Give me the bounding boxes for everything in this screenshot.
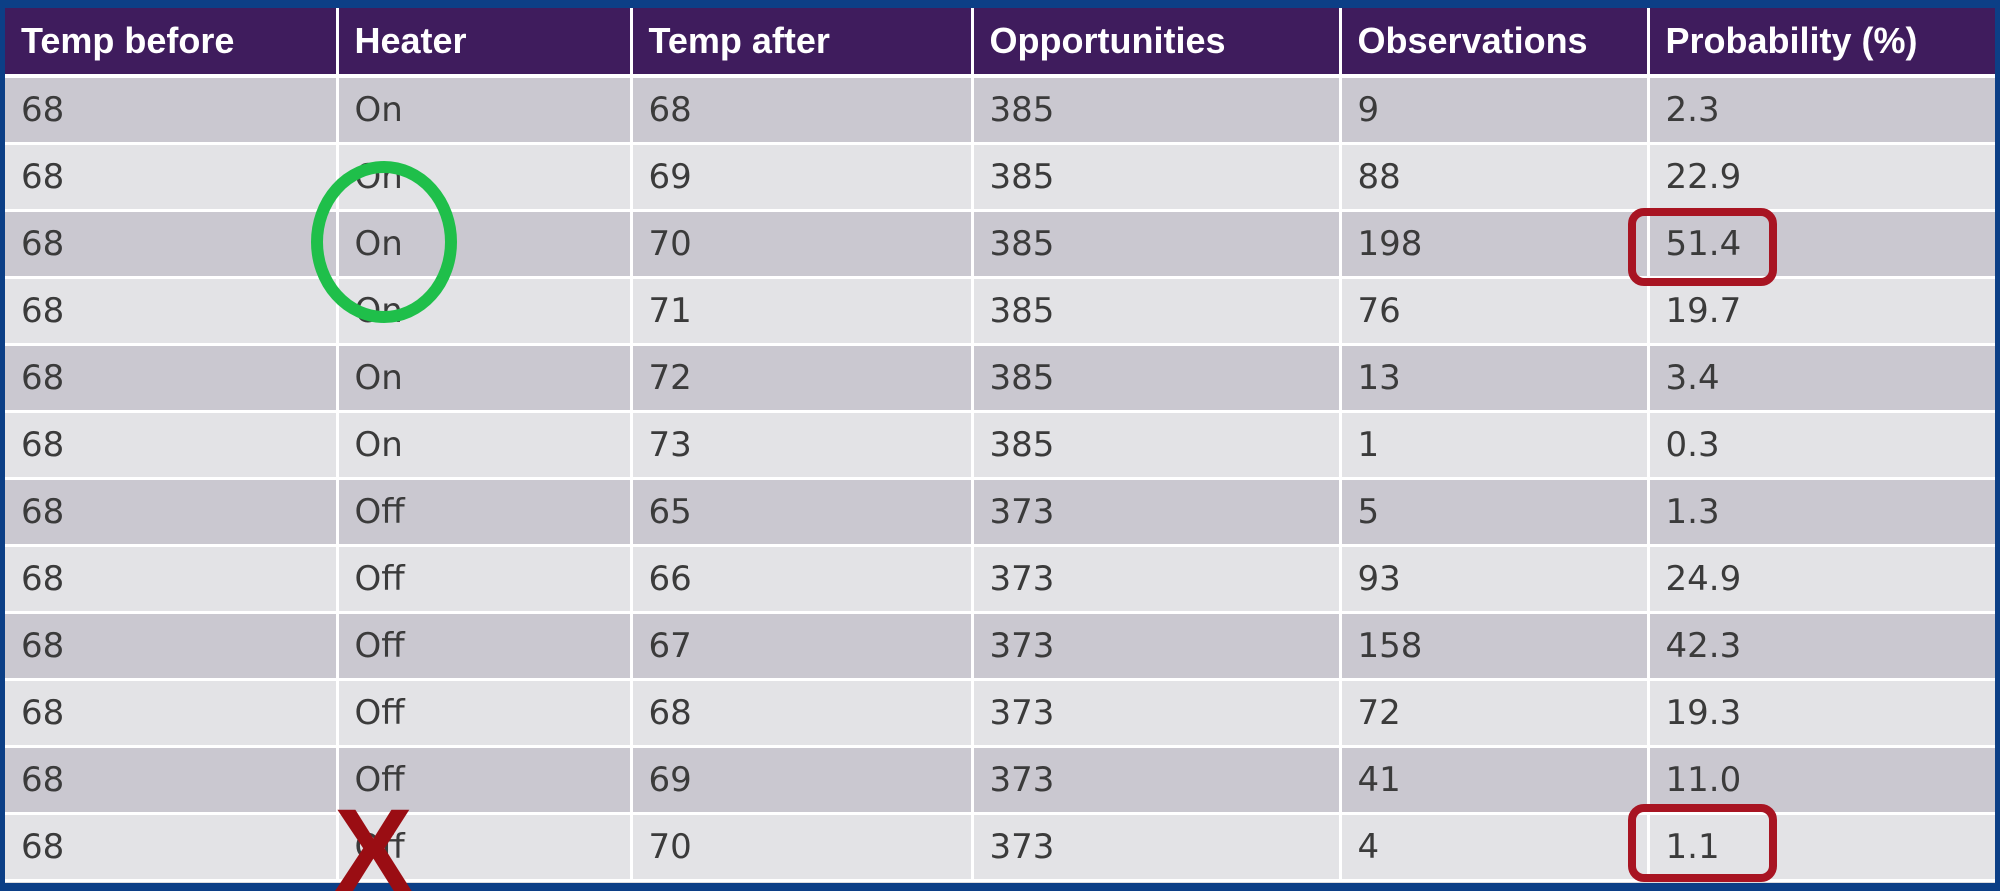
cell-probability: 24.9 (1648, 545, 1995, 614)
table-row: 68 Off 70 373 4 1.1 (5, 813, 1995, 882)
table-row: 68 On 72 385 13 3.4 (5, 344, 1995, 413)
cell-probability: 19.7 (1648, 277, 1995, 346)
cell-opportunities: 385 (972, 143, 1342, 212)
cell-probability: 3.4 (1648, 344, 1995, 413)
cell-observations: 158 (1340, 612, 1650, 681)
table-row: 68 On 70 385 198 51.4 (5, 210, 1995, 279)
cell-observations: 9 (1340, 76, 1650, 145)
cell-temp-after: 65 (631, 478, 974, 547)
cell-opportunities: 385 (972, 277, 1342, 346)
cell-observations: 41 (1340, 746, 1650, 815)
cell-heater: Off (337, 545, 633, 614)
cell-observations: 93 (1340, 545, 1650, 614)
cell-heater: On (337, 210, 633, 279)
header-probability: Probability (%) (1648, 8, 1995, 78)
cell-temp-before: 68 (5, 143, 339, 212)
cell-heater: Off (337, 746, 633, 815)
cell-probability: 51.4 (1648, 210, 1995, 279)
cell-observations: 5 (1340, 478, 1650, 547)
cell-probability: 2.3 (1648, 76, 1995, 145)
table-row: 68 Off 65 373 5 1.3 (5, 478, 1995, 547)
table-row: 68 Off 66 373 93 24.9 (5, 545, 1995, 614)
cell-opportunities: 373 (972, 679, 1342, 748)
cell-heater: On (337, 411, 633, 480)
cell-temp-after: 67 (631, 612, 974, 681)
cell-opportunities: 373 (972, 478, 1342, 547)
table-row: 68 On 69 385 88 22.9 (5, 143, 1995, 212)
cell-probability: 19.3 (1648, 679, 1995, 748)
cell-probability: 1.3 (1648, 478, 1995, 547)
cell-heater: Off (337, 478, 633, 547)
cell-opportunities: 373 (972, 746, 1342, 815)
cell-opportunities: 385 (972, 210, 1342, 279)
cell-temp-after: 72 (631, 344, 974, 413)
cell-opportunities: 385 (972, 344, 1342, 413)
cell-heater: On (337, 76, 633, 145)
cell-heater: Off (337, 679, 633, 748)
cell-observations: 72 (1340, 679, 1650, 748)
cell-opportunities: 385 (972, 76, 1342, 145)
cell-opportunities: 373 (972, 612, 1342, 681)
cell-temp-after: 69 (631, 746, 974, 815)
cell-probability: 0.3 (1648, 411, 1995, 480)
cell-observations: 88 (1340, 143, 1650, 212)
header-observations: Observations (1340, 8, 1650, 78)
cell-heater: Off (337, 813, 633, 882)
cell-temp-after: 66 (631, 545, 974, 614)
cell-temp-before: 68 (5, 746, 339, 815)
table-frame: Temp before Heater Temp after Opportunit… (5, 8, 1995, 883)
table-row: 68 On 71 385 76 19.7 (5, 277, 1995, 346)
cell-heater: On (337, 344, 633, 413)
cell-probability: 42.3 (1648, 612, 1995, 681)
cell-observations: 13 (1340, 344, 1650, 413)
cell-observations: 76 (1340, 277, 1650, 346)
cell-heater: On (337, 277, 633, 346)
cell-opportunities: 385 (972, 411, 1342, 480)
cell-opportunities: 373 (972, 813, 1342, 882)
cell-temp-after: 68 (631, 76, 974, 145)
header-temp-before: Temp before (5, 8, 339, 78)
table-row: 68 Off 69 373 41 11.0 (5, 746, 1995, 815)
table-header-row: Temp before Heater Temp after Opportunit… (5, 8, 1995, 78)
header-opportunities: Opportunities (972, 8, 1342, 78)
cell-probability: 22.9 (1648, 143, 1995, 212)
cell-heater: On (337, 143, 633, 212)
cell-observations: 4 (1340, 813, 1650, 882)
cell-temp-before: 68 (5, 545, 339, 614)
cell-temp-before: 68 (5, 76, 339, 145)
cell-probability: 11.0 (1648, 746, 1995, 815)
cell-heater: Off (337, 612, 633, 681)
cell-temp-before: 68 (5, 813, 339, 882)
cell-temp-after: 68 (631, 679, 974, 748)
cell-temp-before: 68 (5, 478, 339, 547)
cell-temp-after: 71 (631, 277, 974, 346)
cell-temp-after: 69 (631, 143, 974, 212)
cell-observations: 198 (1340, 210, 1650, 279)
cell-observations: 1 (1340, 411, 1650, 480)
cell-temp-before: 68 (5, 679, 339, 748)
cell-temp-before: 68 (5, 411, 339, 480)
table-row: 68 Off 67 373 158 42.3 (5, 612, 1995, 681)
header-temp-after: Temp after (631, 8, 974, 78)
probability-table: Temp before Heater Temp after Opportunit… (5, 8, 1995, 882)
table-row: 68 On 73 385 1 0.3 (5, 411, 1995, 480)
cell-temp-before: 68 (5, 277, 339, 346)
cell-temp-after: 70 (631, 813, 974, 882)
cell-temp-after: 73 (631, 411, 974, 480)
cell-temp-after: 70 (631, 210, 974, 279)
table-row: 68 Off 68 373 72 19.3 (5, 679, 1995, 748)
cell-temp-before: 68 (5, 612, 339, 681)
cell-temp-before: 68 (5, 210, 339, 279)
cell-probability: 1.1 (1648, 813, 1995, 882)
cell-temp-before: 68 (5, 344, 339, 413)
cell-opportunities: 373 (972, 545, 1342, 614)
table-row: 68 On 68 385 9 2.3 (5, 76, 1995, 145)
header-heater: Heater (337, 8, 633, 78)
